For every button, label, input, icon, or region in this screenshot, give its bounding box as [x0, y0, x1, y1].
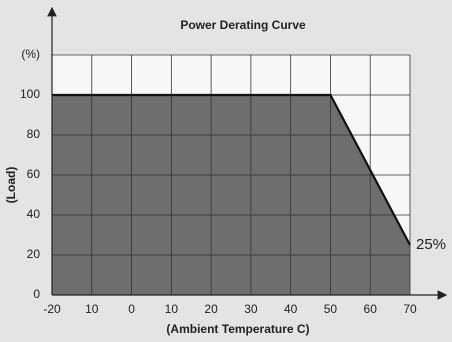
x-tick-label: 40: [284, 302, 298, 316]
x-tick-label: 30: [244, 302, 258, 316]
y-tick-label: 60: [27, 167, 41, 181]
x-tick-label: 70: [403, 302, 417, 316]
y-tick-label: 100: [20, 87, 40, 101]
y-tick-label: 80: [27, 127, 41, 141]
x-tick-label: -20: [43, 302, 61, 316]
curve-line: [52, 93, 411, 246]
y-tick-label: 20: [27, 247, 41, 261]
x-tick-label: 20: [204, 302, 218, 316]
x-axis-label: (Ambient Temperature C): [166, 322, 309, 336]
y-tick-label: (%): [21, 47, 40, 61]
x-tick-label: 50: [324, 302, 338, 316]
chart-title: Power Derating Curve: [180, 18, 306, 32]
y-tick-label: 0: [33, 287, 40, 301]
annotation: 25%: [416, 236, 446, 253]
x-tick-label: 10: [165, 302, 179, 316]
y-axis-label: (Load): [4, 167, 18, 204]
y-tick-label: 40: [27, 207, 41, 221]
x-tick-label: 60: [364, 302, 378, 316]
x-tick-label: 10: [85, 302, 99, 316]
area: [52, 95, 410, 295]
x-tick-label: 0: [128, 302, 135, 316]
